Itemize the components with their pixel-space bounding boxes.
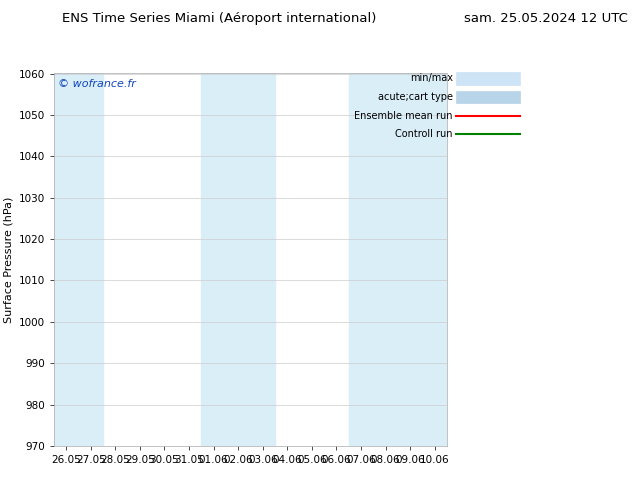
Text: Ensemble mean run: Ensemble mean run	[354, 111, 453, 121]
Bar	[202, 74, 226, 446]
Bar	[422, 74, 447, 446]
Bar	[373, 74, 398, 446]
Bar	[349, 74, 373, 446]
Bar	[54, 74, 79, 446]
Bar	[226, 74, 250, 446]
Text: ENS Time Series Miami (Aéroport international): ENS Time Series Miami (Aéroport internat…	[61, 12, 376, 25]
Bar	[79, 74, 103, 446]
Text: Controll run: Controll run	[395, 129, 453, 139]
Bar	[250, 74, 275, 446]
Text: © wofrance.fr: © wofrance.fr	[58, 79, 136, 89]
Y-axis label: Surface Pressure (hPa): Surface Pressure (hPa)	[3, 196, 13, 323]
Text: sam. 25.05.2024 12 UTC: sam. 25.05.2024 12 UTC	[464, 12, 628, 25]
Text: acute;cart type: acute;cart type	[378, 92, 453, 102]
Text: min/max: min/max	[410, 74, 453, 83]
Bar	[398, 74, 422, 446]
